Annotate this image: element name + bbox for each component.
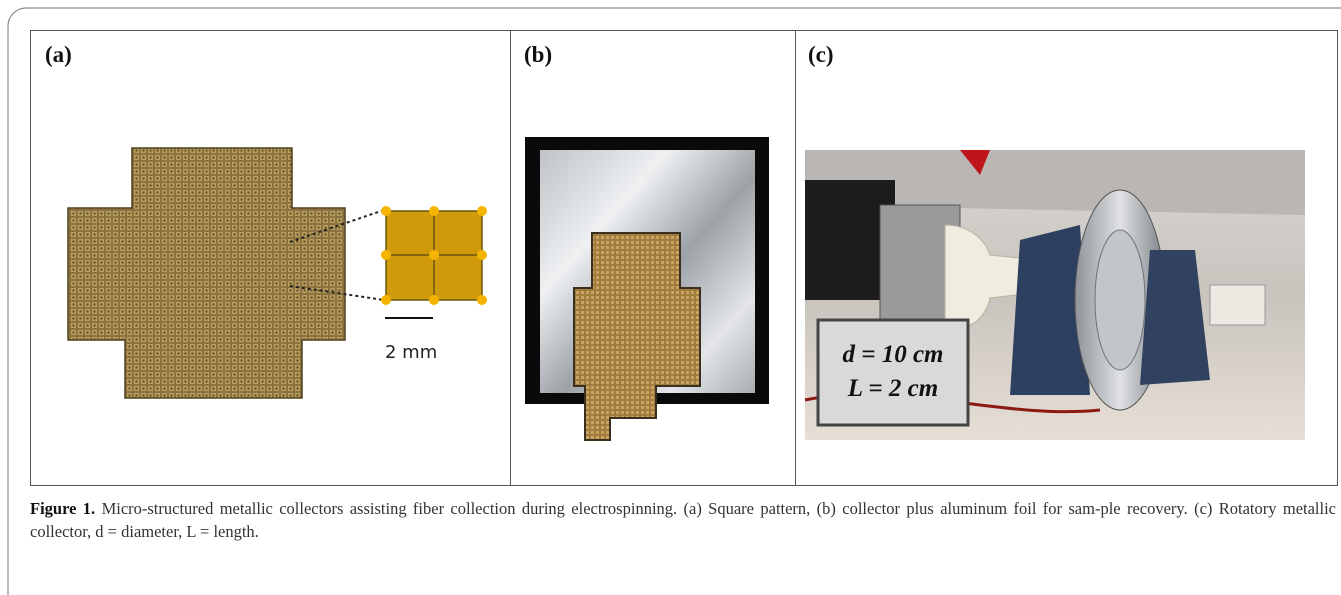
panel-label: (c) xyxy=(808,42,834,67)
panel-label: (a) xyxy=(45,42,72,67)
caption-text: Micro-structured metallic collectors ass… xyxy=(30,499,1336,541)
unit-cell xyxy=(381,206,487,305)
panel-label: (b) xyxy=(524,42,552,67)
annotation: d = 10 cm xyxy=(842,341,943,368)
caption-label: Figure 1. xyxy=(30,499,95,518)
annotation: L = 2 cm xyxy=(847,375,938,402)
caption: Figure 1. Micro-structured metallic coll… xyxy=(30,497,1336,543)
scale-label: 2 mm xyxy=(385,342,437,363)
collector-photo xyxy=(68,148,345,398)
annotation-box xyxy=(818,320,968,425)
page: (a) (b) (c) 2 mm d = 10 cm L = 2 cm xyxy=(0,0,1341,595)
